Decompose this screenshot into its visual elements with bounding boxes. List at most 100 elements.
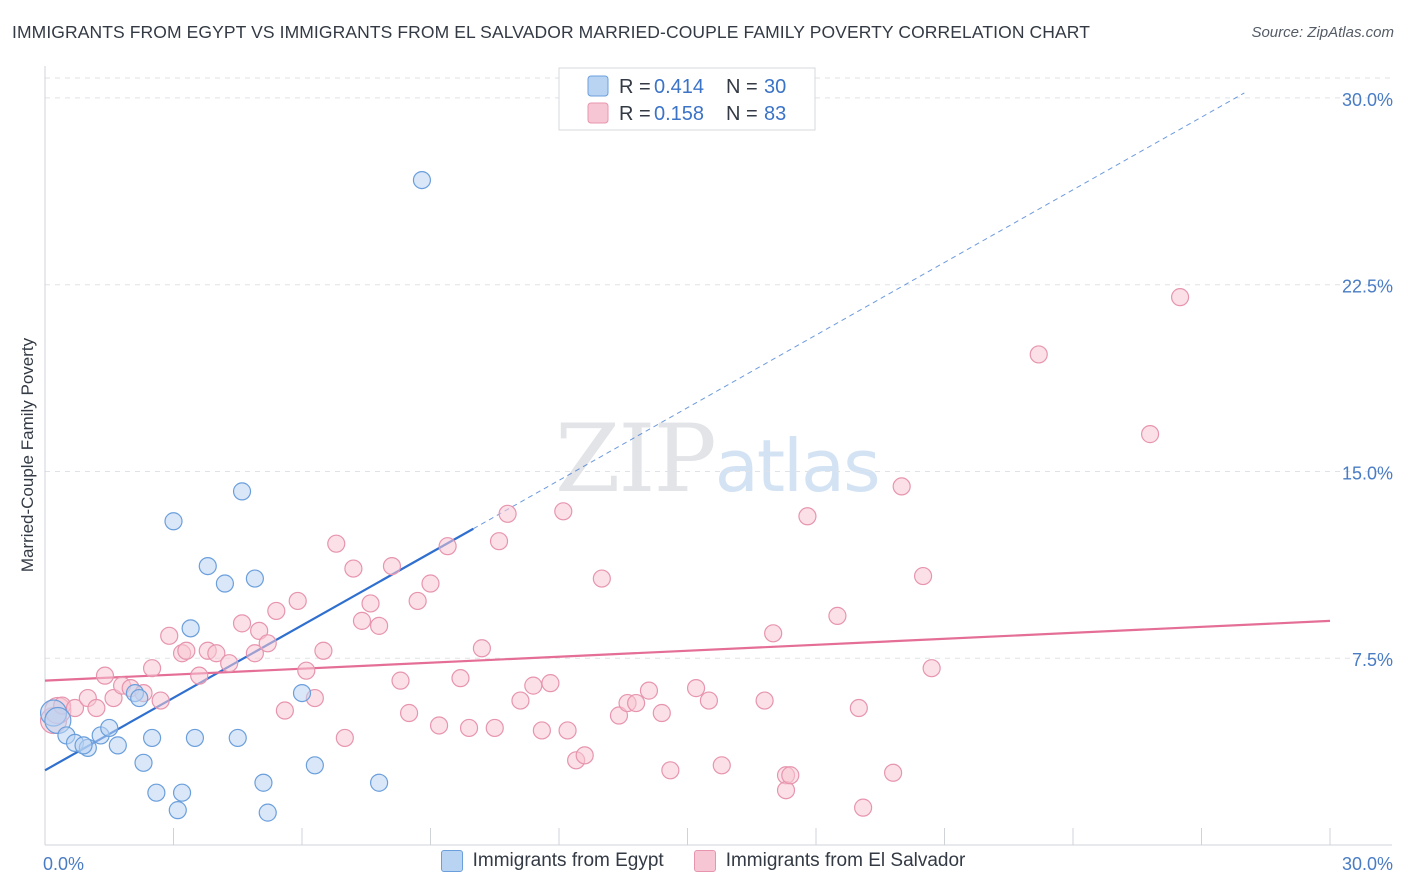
salvador-point	[558, 721, 577, 740]
egypt-point	[168, 801, 187, 820]
salvador-point	[913, 566, 933, 586]
salvador-point	[575, 746, 594, 765]
watermark-atlas: atlas	[714, 424, 881, 508]
salvador-point	[1140, 425, 1160, 444]
egypt-point	[172, 783, 192, 802]
legend-r-value-salvador: 0.158	[654, 103, 704, 125]
legend-n-label-egypt: N =	[726, 76, 758, 98]
salvador-point	[854, 798, 873, 817]
salvador-point	[661, 761, 680, 780]
salvador-point	[190, 666, 209, 685]
salvador-point	[922, 659, 941, 678]
series-legend-egypt-label: Immigrants from Egypt	[472, 850, 664, 871]
salvador-point	[686, 679, 706, 698]
salvador-point	[288, 591, 307, 611]
legend-swatch-salvador	[587, 102, 609, 124]
egypt-point	[164, 512, 183, 531]
salvador-point	[541, 674, 560, 693]
egypt-point	[258, 803, 277, 822]
salvador-point	[87, 698, 106, 718]
salvador-point	[352, 611, 372, 630]
salvador-point	[755, 691, 774, 710]
legend-n-value-salvador: 83	[764, 103, 786, 125]
salvador-point	[532, 721, 551, 740]
salvador-point	[652, 703, 671, 723]
salvador-point	[592, 569, 611, 588]
salvador-point	[712, 756, 731, 775]
series-legend: Immigrants from Egypt Immigrants from El…	[0, 850, 1406, 872]
salvador-point	[267, 601, 286, 621]
egypt-point	[198, 556, 217, 576]
salvador-point	[258, 634, 277, 653]
salvador-point	[220, 654, 239, 673]
salvador-point	[524, 676, 543, 695]
salvador-point	[421, 574, 440, 593]
salvador-point	[65, 698, 85, 718]
series-legend-salvador[interactable]: Immigrants from El Salvador	[693, 850, 966, 872]
legend-n-value-egypt: 30	[764, 76, 786, 98]
salvador-point	[764, 624, 783, 643]
correlation-legend: R = 0.414 N = 30 R = 0.158 N = 83	[558, 67, 816, 131]
series-legend-salvador-label: Immigrants from El Salvador	[725, 850, 966, 871]
salvador-point	[639, 681, 659, 700]
egypt-point	[228, 728, 247, 748]
salvador-point	[485, 718, 504, 738]
y-tick-label: 7.5%	[1352, 650, 1393, 670]
salvador-point	[275, 701, 294, 720]
axes	[44, 66, 1392, 846]
x-tick-label: 30.0%	[1342, 854, 1393, 874]
salvador-point	[609, 706, 629, 725]
egypt-point	[185, 728, 205, 748]
egypt-point	[232, 482, 252, 501]
egypt-point	[370, 773, 389, 792]
y-tick-label: 22.5%	[1342, 277, 1393, 297]
salvador-point	[459, 718, 479, 738]
egypt-point	[412, 171, 432, 190]
data-points	[39, 171, 1190, 822]
salvador-point	[391, 671, 410, 690]
salvador-point	[245, 644, 264, 663]
salvador-point	[489, 532, 509, 551]
salvador-point	[142, 659, 162, 678]
salvador-point	[554, 502, 573, 521]
egypt-point	[134, 753, 153, 772]
egypt-point	[181, 619, 200, 638]
salvador-point	[798, 507, 817, 526]
egypt-trend-extension	[473, 92, 1245, 530]
salvador-swatch	[693, 850, 716, 872]
legend-r-label-egypt: R =	[619, 76, 651, 98]
salvador-point	[408, 591, 427, 611]
legend-r-label-salvador: R =	[619, 103, 651, 125]
salvador-point	[399, 703, 419, 723]
salvador-point	[1170, 288, 1190, 307]
salvador-point	[297, 661, 316, 680]
egypt-point	[305, 756, 324, 775]
egypt-point	[245, 569, 264, 588]
grid-lines	[45, 77, 1392, 659]
salvador-point	[370, 616, 389, 635]
salvador-point	[1029, 345, 1048, 364]
salvador-point	[335, 728, 354, 748]
salvador-point	[776, 781, 796, 800]
egypt-point	[292, 683, 312, 703]
salvador-point	[892, 477, 911, 496]
salvador-point	[511, 691, 530, 710]
salvador-point	[451, 669, 470, 688]
y-tick-label: 15.0%	[1342, 463, 1393, 483]
egypt-point	[215, 574, 234, 593]
egypt-swatch	[440, 850, 463, 872]
salvador-point	[438, 537, 457, 556]
watermark-zip: ZIP	[555, 405, 717, 514]
salvador-point	[883, 763, 903, 782]
series-legend-egypt[interactable]: Immigrants from Egypt	[440, 850, 664, 872]
egypt-point	[142, 728, 162, 748]
egypt-point	[147, 783, 166, 802]
tick-labels: 7.5% 15.0% 22.5% 30.0% 0.0% 30.0%	[43, 90, 1393, 874]
x-tick-label: 0.0%	[43, 854, 84, 874]
y-tick-label: 30.0%	[1342, 90, 1393, 110]
legend-n-label-salvador: N =	[726, 103, 758, 125]
salvador-point	[361, 594, 380, 613]
salvador-point	[104, 688, 123, 708]
salvador-point	[327, 534, 346, 553]
